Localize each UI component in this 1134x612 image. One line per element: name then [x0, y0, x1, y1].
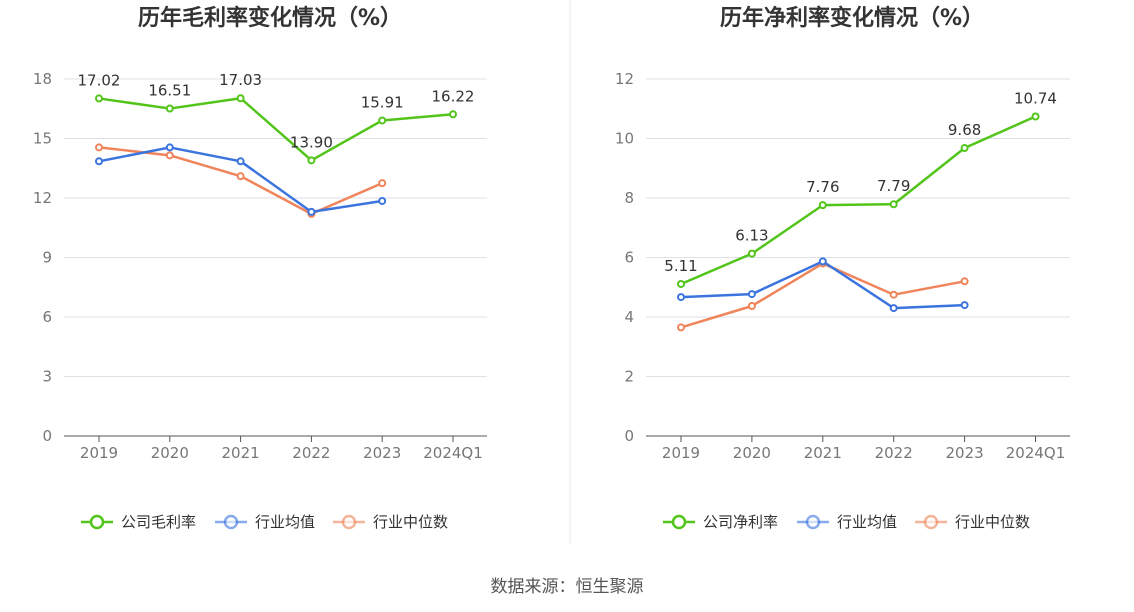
company-point[interactable] [1031, 112, 1040, 121]
y-tick-label: 2 [624, 368, 634, 386]
industry_median-point[interactable] [960, 277, 969, 286]
x-tick-label: 2021 [222, 444, 260, 462]
y-tick-label: 18 [33, 70, 52, 88]
legend-label: 行业中位数 [955, 513, 1030, 531]
industry_avg-line [680, 260, 965, 310]
industry_median-point[interactable] [378, 179, 387, 188]
legend-marker [89, 514, 105, 530]
company-point[interactable] [378, 116, 387, 125]
company-point[interactable] [449, 110, 457, 119]
y-tick-label: 6 [42, 308, 52, 326]
industry_median-point[interactable] [889, 290, 898, 299]
y-tick-label: 3 [42, 368, 52, 386]
x-tick-label: 2023 [946, 444, 984, 462]
industry_avg-point[interactable] [236, 157, 245, 166]
chart-title: 历年毛利率变化情况（%） [138, 5, 402, 31]
industry_avg-point[interactable] [95, 157, 103, 166]
industry_median-point[interactable] [236, 172, 245, 181]
y-tick-label: 15 [33, 130, 52, 148]
data-label: 10.74 [1014, 89, 1057, 107]
company-point[interactable] [677, 279, 685, 288]
industry_avg-point[interactable] [165, 143, 174, 152]
x-tick-label: 2020 [733, 444, 771, 462]
industry_avg-point[interactable] [307, 207, 316, 216]
chart-title: 历年净利率变化情况（%） [720, 5, 984, 31]
legend-item-company[interactable]: 公司毛利率 [81, 513, 196, 531]
data-label: 7.79 [877, 177, 910, 195]
industry_avg-point[interactable] [677, 293, 685, 302]
legend-item-industry_avg[interactable]: 行业均值 [797, 513, 897, 531]
legend-marker [923, 514, 939, 530]
x-tick-label: 2019 [80, 444, 118, 462]
legend-label: 公司毛利率 [121, 513, 196, 531]
industry_avg-point[interactable] [889, 304, 898, 313]
data-label: 5.11 [664, 257, 697, 275]
y-tick-label: 12 [615, 70, 634, 88]
x-tick-label: 2020 [151, 444, 189, 462]
legend-label: 行业均值 [837, 513, 897, 531]
legend-marker [341, 514, 357, 530]
y-tick-label: 9 [42, 249, 52, 267]
legend-item-industry_median[interactable]: 行业中位数 [333, 513, 448, 531]
x-tick-label: 2022 [875, 444, 913, 462]
data-label: 6.13 [735, 227, 768, 245]
industry_avg-point[interactable] [378, 196, 387, 205]
legend-label: 行业均值 [255, 513, 315, 531]
legend-marker [805, 514, 821, 530]
industry_median-point[interactable] [747, 301, 756, 310]
data-label: 13.90 [290, 133, 333, 151]
y-tick-label: 0 [624, 427, 634, 445]
industry_avg-point[interactable] [818, 257, 827, 266]
x-tick-label: 2024Q1 [1006, 444, 1066, 462]
company-point[interactable] [747, 249, 756, 258]
data-label: 16.22 [432, 87, 475, 105]
legend-marker [223, 514, 239, 530]
company-point[interactable] [889, 200, 898, 209]
industry_median-point[interactable] [95, 143, 103, 152]
company-point[interactable] [818, 201, 827, 210]
net-margin-chart: 历年净利率变化情况（%） 0 2 4 6 8 10 12 2019 2020 2021 2022 202… [615, 5, 1070, 531]
y-tick-label: 4 [624, 308, 634, 326]
data-label: 17.03 [219, 71, 262, 89]
industry_median-point[interactable] [165, 151, 174, 160]
x-tick-label: 2024Q1 [423, 444, 483, 462]
company-line [680, 115, 1037, 286]
company-line [98, 96, 454, 162]
x-tick-label: 2022 [292, 444, 330, 462]
data-label: 9.68 [948, 121, 981, 139]
data-label: 16.51 [148, 82, 191, 100]
data-label: 15.91 [361, 93, 404, 111]
industry_avg-point[interactable] [747, 290, 756, 299]
industry_median-point[interactable] [677, 323, 685, 332]
legend-item-industry_median[interactable]: 行业中位数 [915, 513, 1030, 531]
company-point[interactable] [307, 156, 316, 165]
data-label: 7.76 [806, 178, 839, 196]
gross-margin-chart: 历年毛利率变化情况（%） 0 3 6 9 12 15 18 2019 2020 2021 2022 20… [33, 5, 487, 531]
data-label: 17.02 [78, 71, 121, 89]
legend-label: 公司净利率 [703, 513, 778, 531]
y-tick-label: 6 [624, 249, 634, 267]
y-tick-label: 0 [42, 427, 52, 445]
company-point[interactable] [95, 94, 103, 103]
y-tick-label: 8 [624, 189, 634, 207]
x-tick-label: 2021 [804, 444, 842, 462]
company-point[interactable] [236, 94, 245, 103]
y-tick-label: 12 [33, 189, 52, 207]
company-point[interactable] [960, 144, 969, 153]
y-tick-label: 10 [615, 130, 634, 148]
legend-marker [671, 514, 687, 530]
legend-label: 行业中位数 [373, 513, 448, 531]
legend-item-industry_avg[interactable]: 行业均值 [215, 513, 315, 531]
legend-item-company[interactable]: 公司净利率 [663, 513, 778, 531]
industry_avg-point[interactable] [960, 301, 969, 310]
company-point[interactable] [165, 104, 174, 113]
source-note: 数据来源：恒生聚源 [491, 577, 644, 597]
x-tick-label: 2023 [363, 444, 401, 462]
x-tick-label: 2019 [662, 444, 700, 462]
